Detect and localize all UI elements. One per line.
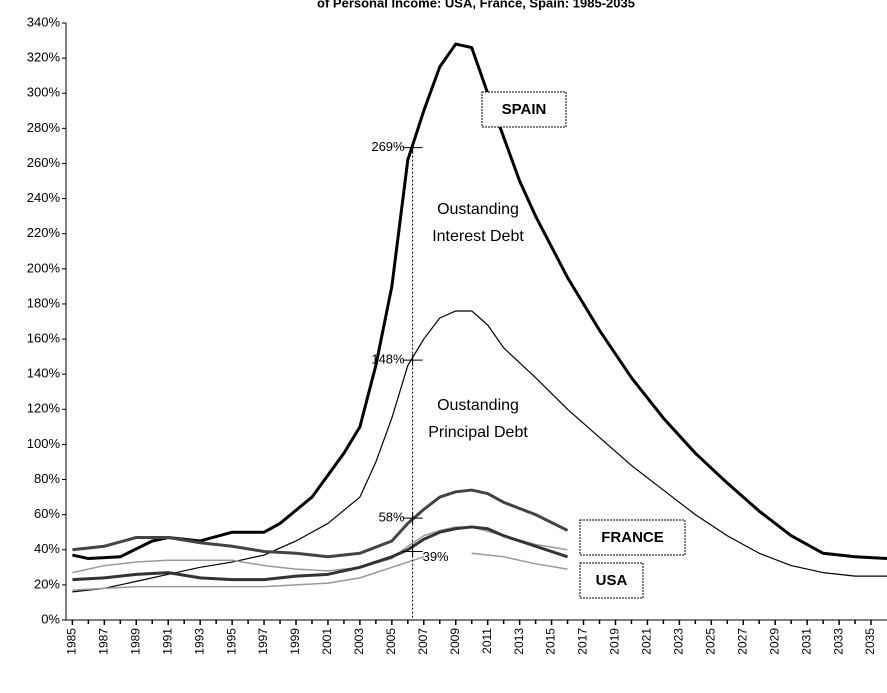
x-tick-label: 2029 xyxy=(767,628,781,655)
x-tick-label: 2009 xyxy=(448,628,462,655)
x-tick-label: 2013 xyxy=(512,628,526,655)
marker-label: 148% xyxy=(371,352,405,367)
annotation: Principal Debt xyxy=(428,424,528,441)
y-tick-label: 280% xyxy=(27,120,61,135)
label-box-text: USA xyxy=(596,572,628,589)
y-tick-label: 160% xyxy=(27,330,61,345)
label-box-text: FRANCE xyxy=(601,529,664,546)
x-tick-label: 2027 xyxy=(735,628,749,655)
label-box-text: SPAIN xyxy=(502,101,547,118)
y-tick-label: 0% xyxy=(41,611,60,626)
annotation: Interest Debt xyxy=(432,228,524,245)
label-box xyxy=(579,519,686,556)
x-tick-label: 1997 xyxy=(256,628,270,655)
y-tick-label: 340% xyxy=(27,14,61,29)
y-tick-label: 240% xyxy=(27,190,61,205)
y-tick-label: 200% xyxy=(27,260,61,275)
annotation: Oustanding xyxy=(437,201,519,218)
y-tick-label: 140% xyxy=(27,366,61,381)
annotation: Oustanding xyxy=(437,397,519,414)
x-tick-label: 2003 xyxy=(352,628,366,655)
label-box xyxy=(579,562,644,599)
y-tick-label: 300% xyxy=(27,85,61,100)
x-tick-label: 2033 xyxy=(831,628,845,655)
y-tick-label: 260% xyxy=(27,155,61,170)
series-line xyxy=(72,526,568,574)
x-tick-label: 2035 xyxy=(863,628,877,655)
y-tick-label: 220% xyxy=(27,225,61,240)
x-tick-label: 2021 xyxy=(640,628,654,655)
x-tick-label: 2031 xyxy=(799,628,813,655)
x-tick-label: 2015 xyxy=(544,628,558,655)
y-tick-label: 20% xyxy=(34,576,60,591)
y-tick-label: 180% xyxy=(27,295,61,310)
x-tick-label: 1991 xyxy=(160,628,174,655)
marker-label: 39% xyxy=(423,549,449,564)
x-tick-label: 2023 xyxy=(672,628,686,655)
marker-label: 269% xyxy=(371,139,405,154)
x-tick-label: 1993 xyxy=(192,628,206,655)
marker-label: 58% xyxy=(379,510,405,525)
x-tick-label: 2005 xyxy=(384,628,398,655)
x-tick-label: 1995 xyxy=(224,628,238,655)
series-line xyxy=(72,488,569,559)
y-tick-label: 60% xyxy=(34,506,60,521)
x-tick-label: 1989 xyxy=(128,628,142,655)
y-tick-label: 80% xyxy=(34,471,60,486)
series-line xyxy=(72,42,887,561)
series-line xyxy=(72,552,568,591)
series-line xyxy=(72,310,887,593)
x-tick-label: 1985 xyxy=(65,628,79,655)
y-tick-label: 100% xyxy=(27,436,61,451)
series-line xyxy=(72,525,569,582)
y-tick-label: 320% xyxy=(27,50,61,65)
label-box xyxy=(481,91,567,128)
x-tick-label: 1987 xyxy=(97,628,111,655)
x-tick-label: 2011 xyxy=(480,628,494,654)
x-tick-label: 2025 xyxy=(703,628,717,655)
x-tick-label: 2017 xyxy=(576,628,590,655)
x-tick-label: 2001 xyxy=(320,628,334,655)
x-tick-label: 2019 xyxy=(608,628,622,655)
chart-title: of Personal Income: USA, France, Spain: … xyxy=(317,0,635,10)
x-tick-label: 1999 xyxy=(288,628,302,655)
y-tick-label: 120% xyxy=(27,401,61,416)
y-tick-label: 40% xyxy=(34,541,60,556)
x-tick-label: 2007 xyxy=(416,628,430,655)
